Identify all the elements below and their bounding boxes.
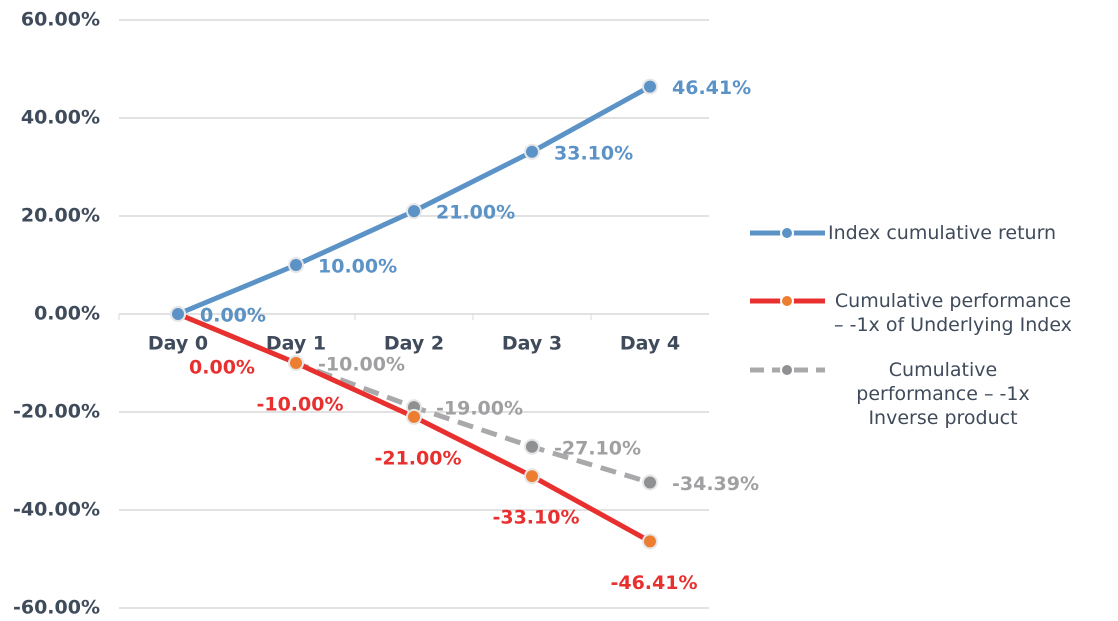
data-label: -10.00%: [318, 354, 405, 376]
point: [288, 355, 304, 371]
point: [642, 474, 658, 491]
data-label: 0.00%: [200, 305, 266, 327]
point: [406, 203, 422, 220]
point: [642, 78, 658, 95]
legend-samples: [750, 226, 825, 377]
legend-label: Cumulative performance – -1x of Underlyi…: [834, 290, 1072, 336]
legend-label: Cumulative performance – -1x Inverse pro…: [856, 359, 1030, 429]
y-tick-label: 40.00%: [21, 107, 100, 129]
data-label: 0.00%: [189, 357, 255, 379]
point: [642, 533, 658, 550]
y-tick-label: 20.00%: [21, 205, 100, 227]
data-label: 33.10%: [554, 142, 633, 164]
legend-label: Index cumulative return: [828, 222, 1057, 244]
y-tick-label: 60.00%: [21, 9, 100, 31]
x-tick-label: Day 4: [620, 333, 680, 355]
data-label: 0.00%: [200, 305, 266, 327]
y-tick-label: -60.00%: [13, 597, 100, 619]
point: [524, 468, 540, 485]
y-tick-label: -40.00%: [13, 499, 100, 521]
data-label: -21.00%: [374, 447, 461, 469]
data-label: -10.00%: [256, 394, 343, 416]
data-label: -27.10%: [554, 437, 641, 459]
legend-marker: [780, 363, 794, 377]
data-label: 46.41%: [672, 77, 751, 99]
x-tick-label: Day 0: [148, 333, 208, 355]
legend-marker: [780, 226, 794, 240]
data-label: -33.10%: [492, 507, 579, 529]
point: [524, 438, 540, 455]
x-tick-label: Day 3: [502, 333, 562, 355]
series-line: [177, 84, 652, 317]
data-label: 10.00%: [318, 256, 397, 278]
point: [170, 306, 186, 322]
point: [406, 408, 422, 425]
x-tick-label: Day 2: [384, 333, 444, 355]
data-label: -19.00%: [436, 398, 523, 420]
x-tick-label: Day 1: [266, 333, 326, 355]
data-label: -34.39%: [672, 473, 759, 495]
data-label: -46.41%: [610, 572, 697, 594]
legend-marker: [780, 294, 794, 308]
point: [524, 143, 540, 160]
y-tick-label: -20.00%: [13, 401, 100, 423]
y-tick-label: 0.00%: [34, 303, 100, 325]
point: [288, 257, 304, 273]
data-label: 21.00%: [436, 202, 515, 224]
